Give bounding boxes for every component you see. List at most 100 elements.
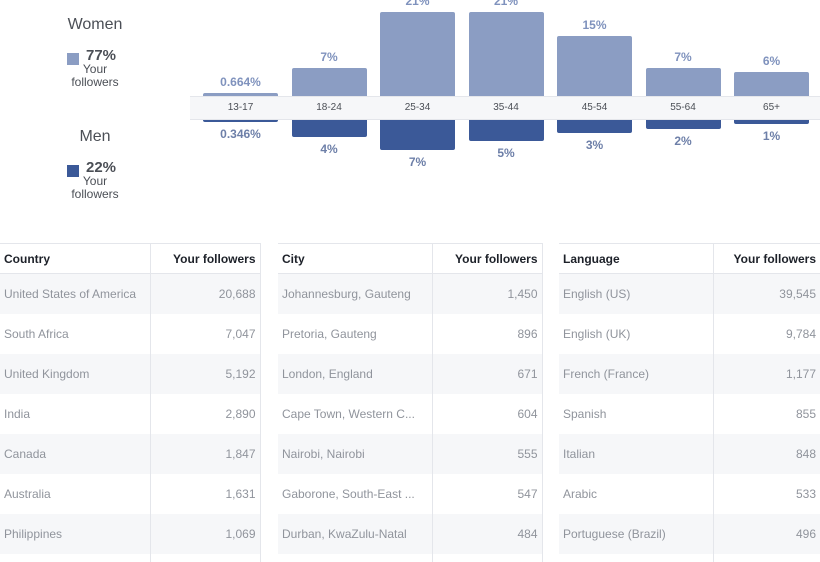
table-row: London, England 671	[278, 354, 543, 394]
legend-men-title: Men	[79, 128, 111, 145]
table-row: United States of America 20,688	[0, 273, 261, 314]
row-followers-cell	[150, 554, 261, 562]
table-row-partial	[559, 554, 820, 562]
row-followers-cell: 896	[432, 314, 543, 354]
women-bar-55-64[interactable]	[645, 68, 721, 96]
age-gender-chart: 0.664% 0.346% 13-17 7% 4% 18-24 21% 7% 25-34 21% 5…	[190, 0, 820, 240]
men-bar-13-17[interactable]	[203, 120, 278, 122]
row-name-cell: United Kingdom	[0, 354, 151, 394]
table-row: Pretoria, Gauteng 896	[278, 314, 543, 354]
city-followers-column-header[interactable]: Your followers	[432, 243, 543, 274]
legend-women: Women 77% Your followers	[40, 16, 150, 93]
row-followers-cell: 1,069	[150, 514, 261, 554]
row-name-cell: Canada	[0, 434, 151, 474]
row-followers-cell: 555	[432, 434, 543, 474]
row-name-cell: Johannesburg, Gauteng	[278, 273, 433, 314]
women-bar-45-54[interactable]	[557, 36, 632, 96]
row-followers-cell: 1,450	[432, 273, 543, 314]
row-followers-cell: 39,545	[713, 273, 820, 314]
row-followers-cell: 2,890	[150, 394, 261, 434]
age-tick-label: 13-17	[227, 102, 254, 113]
row-name-cell	[0, 554, 151, 562]
row-followers-cell: 5,192	[150, 354, 261, 394]
women-value-label: 15%	[582, 18, 607, 32]
row-followers-cell: 1,631	[150, 474, 261, 514]
row-followers-cell	[713, 554, 820, 562]
row-name-cell: Nairobi, Nairobi	[278, 434, 433, 474]
table-row: French (France) 1,177	[559, 354, 820, 394]
row-name-cell: India	[0, 394, 151, 434]
age-tick-label: 55-64	[670, 102, 696, 113]
row-name-cell: South Africa	[0, 314, 151, 354]
row-followers-cell: 671	[432, 354, 543, 394]
men-value-label: 1%	[762, 129, 781, 144]
legend-men: Men 22% Your followers	[40, 128, 150, 205]
men-bar-25-34[interactable]	[380, 120, 455, 150]
men-value-label: 0.346%	[220, 127, 261, 141]
age-tick-label: 45-54	[581, 102, 608, 113]
age-tick-label: 65+	[763, 102, 780, 113]
table-row: Gaborone, South-East ... 547	[278, 474, 543, 514]
women-value-label: 7%	[674, 50, 692, 64]
row-name-cell: Australia	[0, 474, 151, 514]
row-name-cell: Arabic	[559, 474, 714, 514]
language-column-header[interactable]: Language	[559, 243, 714, 274]
men-bar-45-54[interactable]	[557, 120, 632, 133]
men-value-label: 7%	[408, 155, 427, 169]
row-followers-cell: 496	[713, 514, 820, 554]
women-bar-65+[interactable]	[734, 72, 809, 96]
country-table-header: Country Your followers	[0, 243, 261, 274]
table-row: English (US) 39,545	[559, 273, 820, 314]
row-followers-cell: 533	[795, 487, 816, 501]
women-bar-25-34[interactable]	[380, 12, 455, 96]
age-tick-label: 35-44	[493, 102, 519, 113]
women-value-label: 21%	[493, 0, 519, 8]
table-row: Spanish 855	[559, 394, 820, 434]
row-followers-cell: 848	[713, 434, 820, 474]
women-value-label: 21%	[405, 0, 430, 8]
city-table: City Your followers Johannesburg, Gauten…	[278, 243, 543, 562]
women-caption-line2: followers	[71, 75, 119, 89]
row-followers-cell: 1,177	[713, 354, 820, 394]
men-bar-35-44[interactable]	[468, 120, 544, 142]
table-row: India 2,890	[0, 394, 261, 434]
row-followers-cell: 20,688	[150, 273, 261, 314]
men-bar-65+[interactable]	[734, 120, 809, 125]
country-followers-column-header[interactable]: Your followers	[150, 243, 261, 274]
table-row: Australia 1,631	[0, 474, 261, 514]
table-row: Italian 848	[559, 434, 820, 474]
language-table: Language Your followers English (US) 39,5…	[559, 243, 820, 562]
men-bar-55-64[interactable]	[645, 120, 721, 129]
row-followers-cell: 7,047	[150, 314, 261, 354]
women-caption: Your followers	[40, 63, 150, 89]
table-row: Portuguese (Brazil) 496	[559, 514, 820, 554]
language-table-header: Language Your followers	[559, 243, 820, 274]
row-name-cell	[278, 554, 433, 562]
country-column-header[interactable]: Country	[0, 243, 151, 274]
men-value-label: 2%	[674, 133, 692, 148]
row-name-cell: Italian	[559, 434, 714, 474]
women-percent: 77%	[86, 47, 117, 64]
city-column-header[interactable]: City	[278, 243, 433, 274]
men-value-label: 3%	[585, 137, 604, 152]
table-row: United Kingdom 5,192	[0, 354, 261, 394]
legend-men-row: 22% Your followers	[40, 159, 150, 205]
language-followers-column-header[interactable]: Your followers	[713, 243, 820, 274]
women-bar-13-17[interactable]	[203, 93, 278, 96]
men-value-label: 5%	[497, 146, 515, 161]
men-caption-line1: Your	[82, 174, 108, 188]
women-swatch	[67, 53, 79, 65]
table-row-partial	[0, 554, 261, 562]
row-name-cell	[559, 554, 714, 562]
men-bar-18-24[interactable]	[291, 120, 367, 138]
women-bar-18-24[interactable]	[291, 68, 367, 96]
country-table: Country Your followers United States of …	[0, 243, 261, 562]
row-name-cell: Cape Town, Western C...	[278, 394, 433, 434]
legend-women-row: 77% Your followers	[40, 47, 150, 93]
row-followers-cell: 547	[432, 474, 543, 514]
row-followers-cell: 1,847	[150, 434, 261, 474]
women-value-label: 6%	[762, 54, 781, 68]
row-name-cell: London, England	[278, 354, 433, 394]
table-row: Arabic 533	[559, 474, 820, 514]
women-bar-35-44[interactable]	[468, 12, 544, 96]
